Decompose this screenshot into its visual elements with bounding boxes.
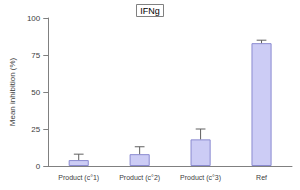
svg-text:Product (c°1): Product (c°1) [58, 174, 99, 182]
svg-text:Product (c°2): Product (c°2) [119, 174, 160, 182]
svg-text:100: 100 [27, 14, 41, 23]
svg-text:0: 0 [36, 162, 41, 171]
svg-text:75: 75 [31, 51, 40, 60]
svg-text:Mean inhibition (%): Mean inhibition (%) [8, 57, 17, 126]
svg-text:Product (c°3): Product (c°3) [180, 174, 221, 182]
svg-text:Ref: Ref [256, 174, 267, 181]
svg-text:25: 25 [31, 125, 40, 134]
svg-text:50: 50 [31, 88, 40, 97]
svg-text:IFNg: IFNg [140, 6, 160, 16]
